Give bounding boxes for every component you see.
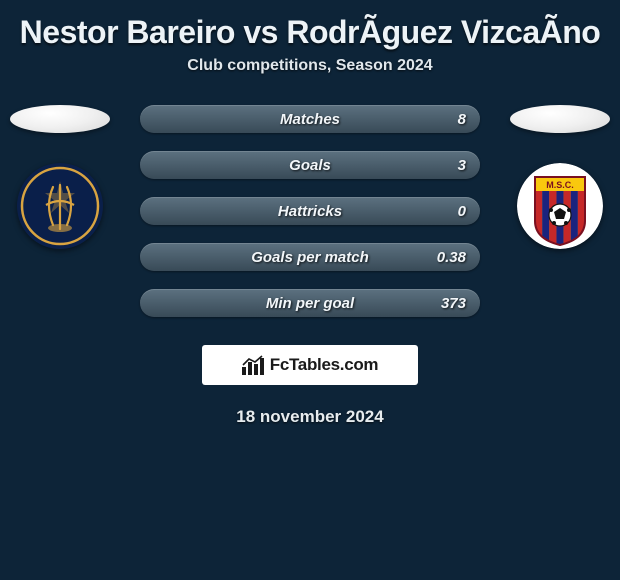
player-left-column <box>8 105 112 249</box>
svg-text:M.S.C.: M.S.C. <box>546 180 574 190</box>
stat-value-right: 0 <box>458 203 466 220</box>
stat-row: Min per goal 373 <box>140 289 480 317</box>
stats-list: Matches 8 Goals 3 Hattricks 0 Goals per match 0… <box>140 105 480 317</box>
stat-row: Goals 3 <box>140 151 480 179</box>
club-crest-left-icon <box>17 163 103 249</box>
stat-row: Matches 8 <box>140 105 480 133</box>
comparison-title: Nestor Bareiro vs RodrÃ­guez VizcaÃ­no <box>0 0 620 57</box>
stat-label: Goals per match <box>251 249 369 266</box>
club-crest-right: M.S.C. <box>517 163 603 249</box>
stat-row: Hattricks 0 <box>140 197 480 225</box>
branding-text: FcTables.com <box>270 355 379 375</box>
player-right-photo-placeholder <box>510 105 610 133</box>
comparison-body: M.S.C. Matches 8 Goals 3 Hattricks 0 Goals per… <box>0 105 620 427</box>
stat-value-right: 3 <box>458 157 466 174</box>
player-left-photo-placeholder <box>10 105 110 133</box>
comparison-date: 18 november 2024 <box>0 407 620 427</box>
stat-row: Goals per match 0.38 <box>140 243 480 271</box>
club-crest-right-icon: M.S.C. <box>517 163 603 249</box>
branding-badge: FcTables.com <box>202 345 418 385</box>
stat-value-right: 8 <box>458 111 466 128</box>
player-right-column: M.S.C. <box>508 105 612 249</box>
stat-value-right: 373 <box>441 295 466 312</box>
stat-label: Goals <box>289 157 331 174</box>
club-crest-left <box>17 163 103 249</box>
chart-icon <box>242 355 264 375</box>
stat-label: Hattricks <box>278 203 342 220</box>
comparison-subtitle: Club competitions, Season 2024 <box>0 57 620 75</box>
stat-label: Matches <box>280 111 340 128</box>
stat-value-right: 0.38 <box>437 249 466 266</box>
stat-label: Min per goal <box>266 295 354 312</box>
